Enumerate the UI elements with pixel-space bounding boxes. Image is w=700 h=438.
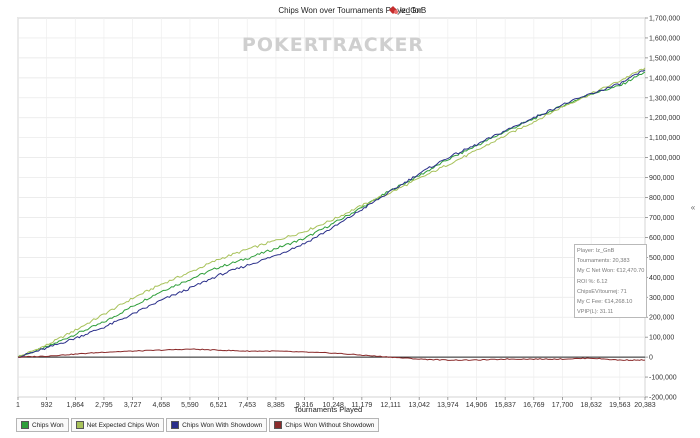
y-tick-label: 400,000 [649, 275, 674, 282]
x-tick-label: 9,316 [296, 402, 314, 409]
y-tick-label: 700,000 [649, 215, 674, 222]
y-tick-label: 1,300,000 [649, 95, 680, 102]
x-tick-label: 18,632 [580, 402, 602, 409]
y-tick-label: 600,000 [649, 235, 674, 242]
stats-box: Player: lz_GnB Tournaments: 20,383 My C … [574, 244, 647, 318]
stats-tournaments: Tournaments: 20,383 [577, 258, 630, 265]
y-axis-arrow-icon: « [691, 203, 696, 212]
series-line-4 [18, 348, 646, 362]
legend-swatch [274, 421, 283, 429]
stats-net-won: My C Net Won: €12,470.70 [577, 268, 645, 275]
y-tick-label: 1,000,000 [649, 155, 680, 162]
stats-roi: ROI %: 6.12 [577, 278, 608, 285]
x-tick-label: 2,795 [95, 402, 113, 409]
legend-swatch [21, 421, 29, 429]
x-tick-label: 7,453 [238, 402, 256, 409]
legend-label: Chips Won With Showdown [182, 421, 263, 429]
y-tick-label: 1,700,000 [649, 16, 680, 23]
x-tick-label: 19,563 [609, 402, 631, 409]
player-icon [389, 6, 398, 14]
x-tick-label: 3,727 [124, 402, 142, 409]
y-tick-label: -200,000 [649, 395, 677, 402]
y-tick-label: 100,000 [649, 335, 674, 342]
x-tick-label: 15,837 [494, 402, 516, 409]
legend-label: Chips Won [32, 421, 64, 429]
y-tick-label: -100,000 [649, 375, 677, 382]
legend-item-2[interactable]: Net Expected Chips Won [70, 418, 165, 432]
legend-swatch [75, 421, 84, 429]
y-tick-label: 1,200,000 [649, 115, 680, 122]
legend: Chips Won Net Expected Chips Won Chips Won… [16, 418, 380, 432]
x-tick-label: 12,111 [380, 402, 400, 409]
legend-swatch [171, 421, 180, 429]
stats-player: Player: lz_GnB [577, 248, 615, 254]
x-tick-label: 17,700 [552, 402, 574, 409]
chart-player-name: lz_GnB [400, 6, 426, 15]
x-axis-label: Tournaments Played [294, 405, 362, 414]
chart-title: Chips Won over Tournaments Played for [278, 6, 422, 15]
x-tick-label: 13,042 [408, 402, 430, 409]
series-line-3 [17, 69, 646, 359]
x-tick-label: 11,179 [351, 402, 372, 409]
y-tick-label: 1,600,000 [649, 35, 680, 42]
x-tick-label: 13,974 [437, 402, 459, 409]
x-tick-label: 1,864 [67, 402, 85, 409]
series-line-2 [17, 67, 646, 358]
legend-item-1[interactable]: Chips Won [16, 418, 69, 432]
legend-item-4[interactable]: Chips Won Without Showdown [269, 418, 380, 432]
y-tick-label: 200,000 [649, 315, 674, 322]
stats-chipsev: ChipsEV/tournej: 71 [577, 288, 627, 295]
stats-vpip: VPIP(L): 31.11 [577, 309, 614, 316]
y-tick-label: 900,000 [649, 175, 674, 182]
y-tick-label: 1,500,000 [649, 55, 680, 62]
x-tick-label: 20,383 [634, 402, 656, 409]
x-tick-label: 16,769 [523, 402, 545, 409]
y-tick-label: 300,000 [649, 295, 674, 302]
watermark: POKERTRACKER [242, 34, 424, 56]
x-tick-label: 8,385 [267, 402, 285, 409]
x-tick-label: 932 [41, 402, 53, 409]
legend-label: Chips Won Without Showdown [285, 421, 375, 429]
y-tick-label: 1,100,000 [649, 135, 680, 142]
plot-frame [17, 17, 646, 398]
y-tick-label: 0 [649, 355, 653, 362]
y-tick-label: 800,000 [649, 195, 674, 202]
stats-fee: My C Fee: €14,268.10 [577, 299, 633, 306]
x-tick-label: 5,590 [181, 402, 199, 409]
y-tick-label: 500,000 [649, 255, 674, 262]
y-tick-label: 1,400,000 [649, 75, 680, 82]
legend-label: Net Expected Chips Won [86, 421, 160, 429]
x-tick-label: 6,521 [210, 402, 228, 409]
legend-item-3[interactable]: Chips Won With Showdown [166, 418, 268, 432]
x-tick-label: 1 [16, 402, 20, 409]
x-tick-label: 14,906 [466, 402, 488, 409]
x-tick-label: 10,248 [323, 402, 345, 409]
x-tick-label: 4,658 [152, 402, 170, 409]
